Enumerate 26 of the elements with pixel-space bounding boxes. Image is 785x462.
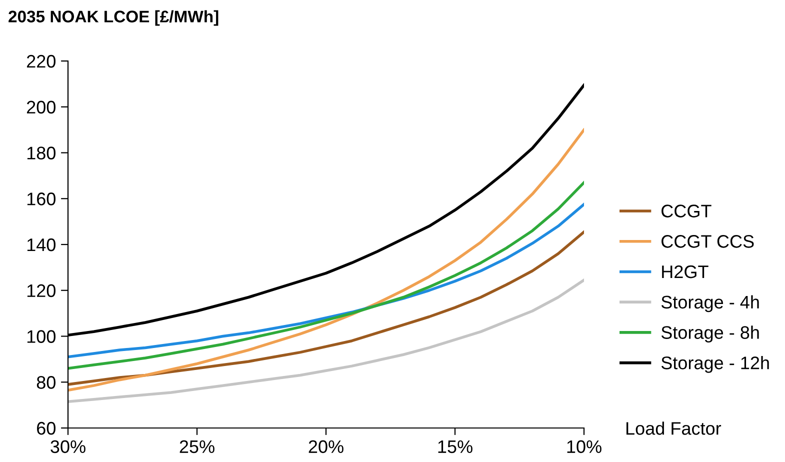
x-axis-title: Load Factor bbox=[626, 422, 722, 435]
legend-label: CCGT CCS bbox=[662, 235, 754, 248]
line-series bbox=[68, 278, 584, 404]
y-tick-label: 80 bbox=[36, 376, 56, 389]
x-tick-label: 15% bbox=[438, 440, 472, 454]
legend-label: H2GT bbox=[662, 265, 708, 278]
x-tick-label: 20% bbox=[308, 440, 344, 454]
y-tick-label: 140 bbox=[27, 238, 56, 252]
x-tick-label: 10% bbox=[567, 440, 602, 454]
legend-label: Storage - 12h bbox=[661, 356, 769, 373]
legend-label: Storage - 8h bbox=[661, 326, 759, 343]
line-series bbox=[68, 181, 584, 370]
y-tick-label: 220 bbox=[26, 54, 56, 68]
legend-label: Storage - 4h bbox=[661, 295, 759, 312]
line-series bbox=[68, 230, 584, 386]
y-tick-label: 120 bbox=[27, 284, 56, 298]
y-tick-label: 180 bbox=[27, 146, 56, 160]
y-tick-label: 200 bbox=[26, 100, 56, 114]
chart-title: 2035 NOAK LCOE [£/MWh] bbox=[8, 10, 218, 26]
x-tick-label: 30% bbox=[50, 440, 86, 454]
line-series bbox=[68, 128, 584, 392]
y-tick-label: 60 bbox=[37, 422, 56, 435]
legend-label: CCGT bbox=[662, 204, 712, 218]
y-tick-label: 160 bbox=[27, 192, 56, 206]
x-tick-label: 25% bbox=[180, 440, 214, 454]
y-tick-label: 100 bbox=[27, 330, 56, 343]
